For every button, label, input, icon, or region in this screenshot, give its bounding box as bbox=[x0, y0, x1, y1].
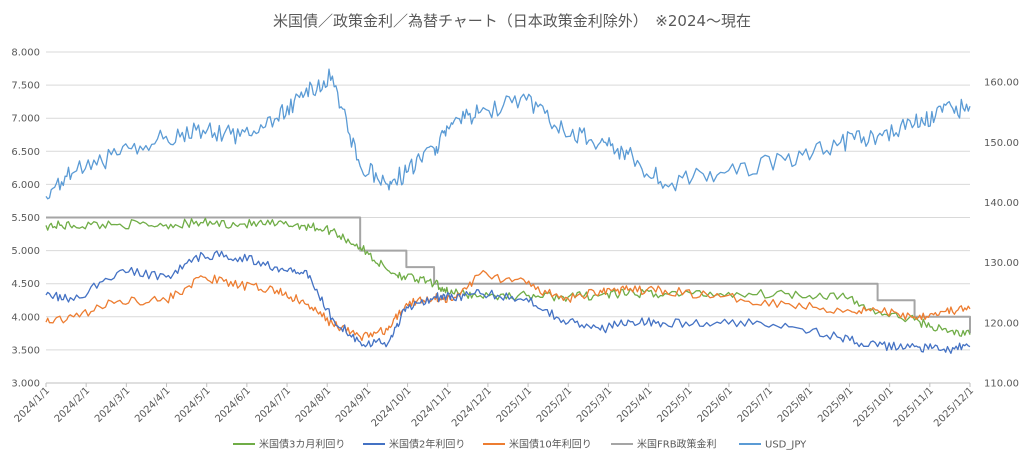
y-right-tick-label: 160.00 bbox=[984, 78, 1019, 89]
x-tick-label: 2024/4/1 bbox=[133, 385, 173, 425]
x-tick-label: 2025/12/1 bbox=[932, 385, 976, 429]
y-right-tick-label: 130.00 bbox=[984, 258, 1019, 269]
x-tick-label: 2025/2/1 bbox=[535, 385, 575, 425]
y-right-tick-label: 140.00 bbox=[984, 198, 1019, 209]
y-left-tick-label: 5.000 bbox=[11, 246, 40, 257]
series-line-2 bbox=[45, 269, 971, 342]
legend: 米国債3カ月利回り 米国債2年利回り 米国債10年利回り 米国FRB政策金利 USD_J… bbox=[233, 438, 807, 451]
x-tick-label: 2025/9/1 bbox=[816, 385, 856, 425]
x-tick-label: 2025/5/1 bbox=[655, 385, 695, 425]
legend-label: USD_JPY bbox=[765, 440, 807, 451]
y-left-tick-label: 7.000 bbox=[11, 114, 40, 125]
x-tick-label: 2025/1/1 bbox=[495, 385, 535, 425]
series-line-4 bbox=[45, 68, 971, 200]
series-line-3 bbox=[46, 216, 971, 334]
y-right-tick-label: 120.00 bbox=[984, 318, 1019, 329]
y-right-tick-label: 150.00 bbox=[984, 138, 1019, 149]
y-left-tick-label: 7.500 bbox=[11, 81, 40, 92]
x-axis: 2024/1/1 2024/2/1 2024/3/1 2024/4/1 2024/5/1… bbox=[13, 383, 976, 429]
x-tick-label: 2024/1/1 bbox=[13, 385, 53, 425]
y-left-tick-label: 6.000 bbox=[11, 180, 40, 191]
legend-label: 米国債3カ月利回り bbox=[259, 438, 345, 451]
x-tick-label: 2024/9/1 bbox=[334, 385, 374, 425]
x-tick-label: 2025/3/1 bbox=[575, 385, 615, 425]
y-left-tick-label: 4.500 bbox=[11, 279, 40, 290]
legend-label: 米国債2年利回り bbox=[389, 438, 465, 451]
x-tick-label: 2024/8/1 bbox=[294, 385, 334, 425]
y-left-tick-label: 5.500 bbox=[11, 213, 40, 224]
legend-label: 米国債10年利回り bbox=[509, 438, 592, 451]
x-tick-label: 2025/10/1 bbox=[852, 385, 896, 429]
y-axis-right: 110.00 120.00 130.00 140.00 150.00 160.00 bbox=[984, 78, 1019, 390]
series-line-1 bbox=[45, 250, 971, 354]
series-line-0 bbox=[45, 217, 971, 337]
y-left-tick-label: 4.000 bbox=[11, 312, 40, 323]
x-tick-label: 2025/11/1 bbox=[892, 385, 936, 429]
x-tick-label: 2024/6/1 bbox=[213, 385, 253, 425]
x-tick-label: 2024/2/1 bbox=[53, 385, 93, 425]
x-tick-label: 2024/12/1 bbox=[450, 385, 494, 429]
x-tick-label: 2024/11/1 bbox=[410, 385, 454, 429]
y-axis-left: 3.000 3.500 4.000 4.500 5.000 5.500 6.000 6.500… bbox=[11, 48, 40, 390]
chart-title: 米国債／政策金利／為替チャート（日本政策金利除外） ※2024～現在 bbox=[273, 12, 751, 30]
y-right-tick-label: 110.00 bbox=[984, 379, 1019, 390]
x-tick-label: 2025/4/1 bbox=[615, 385, 655, 425]
y-left-tick-label: 3.500 bbox=[11, 345, 40, 356]
x-tick-label: 2025/7/1 bbox=[736, 385, 776, 425]
x-tick-label: 2024/5/1 bbox=[173, 385, 213, 425]
series-layer bbox=[45, 68, 971, 354]
x-tick-label: 2024/3/1 bbox=[93, 385, 133, 425]
y-left-tick-label: 3.000 bbox=[11, 379, 40, 390]
legend-label: 米国FRB政策金利 bbox=[637, 438, 717, 451]
x-tick-label: 2024/7/1 bbox=[254, 385, 294, 425]
x-tick-label: 2024/10/1 bbox=[370, 385, 414, 429]
y-left-tick-label: 6.500 bbox=[11, 147, 40, 158]
x-tick-label: 2025/8/1 bbox=[776, 385, 816, 425]
x-tick-label: 2025/6/1 bbox=[696, 385, 736, 425]
y-left-tick-label: 8.000 bbox=[11, 48, 40, 59]
